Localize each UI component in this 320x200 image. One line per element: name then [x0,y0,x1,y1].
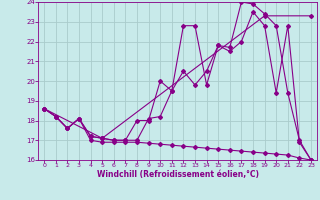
X-axis label: Windchill (Refroidissement éolien,°C): Windchill (Refroidissement éolien,°C) [97,170,259,179]
